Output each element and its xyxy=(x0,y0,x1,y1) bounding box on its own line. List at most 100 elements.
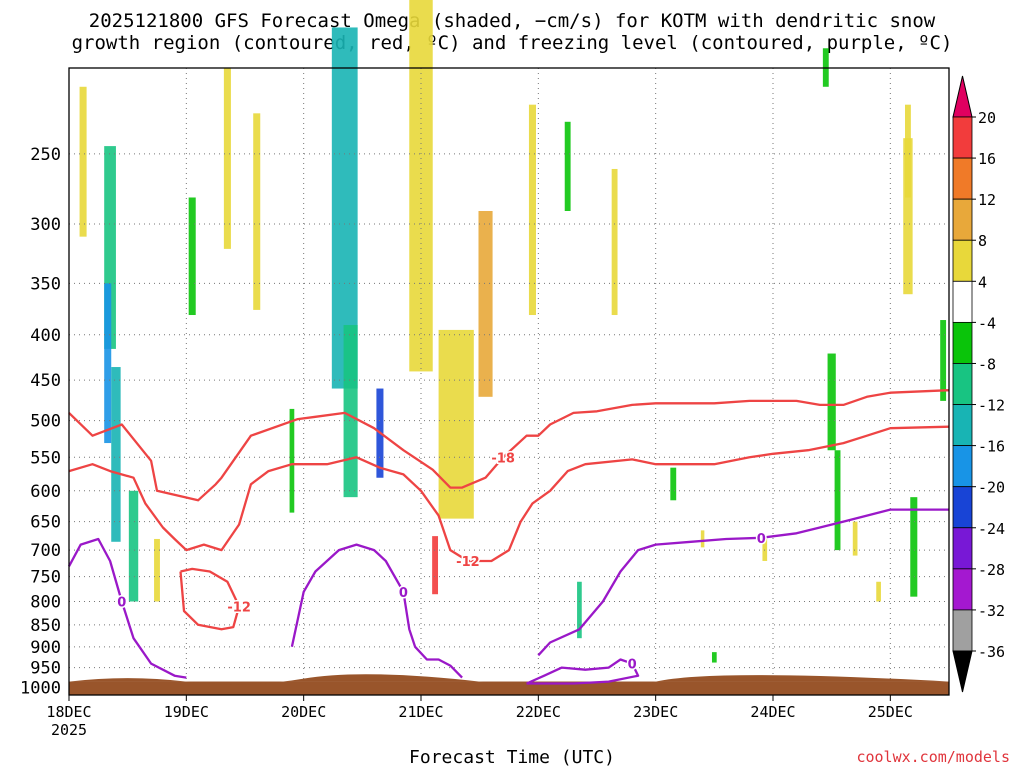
colorbar-bin xyxy=(952,404,973,447)
contour-label: 0 xyxy=(757,532,766,547)
y-tick-label: 750 xyxy=(30,568,61,588)
y-tick-label: 400 xyxy=(30,326,61,346)
omega-cell xyxy=(223,68,231,249)
omega-cell xyxy=(528,104,536,316)
colorbar-bin xyxy=(952,568,973,611)
omega-cell xyxy=(711,652,717,663)
colorbar-bin xyxy=(952,445,973,488)
omega-cell xyxy=(611,168,618,316)
colorbar-bin xyxy=(952,527,973,570)
omega-cell xyxy=(104,283,112,444)
terrain-ground xyxy=(69,681,949,695)
omega-cell xyxy=(700,530,705,548)
y-tick-label: 350 xyxy=(30,274,61,294)
freezing-level-contour xyxy=(290,543,463,679)
x-tick-label: 23DEC xyxy=(633,703,678,721)
colorbar-label: -28 xyxy=(978,561,1005,579)
contour-label: 0 xyxy=(399,586,408,601)
dendritic-contour xyxy=(68,389,950,502)
omega-cell xyxy=(834,450,841,551)
colorbar-label: 16 xyxy=(978,150,996,168)
omega-cell xyxy=(188,197,196,316)
y-tick-label: 700 xyxy=(30,541,61,561)
omega-cell xyxy=(478,210,493,397)
y-tick-label: 800 xyxy=(30,593,61,613)
omega-cell xyxy=(852,521,858,556)
freezing-level-contour xyxy=(67,537,187,679)
x-axis-label: Forecast Time (UTC) xyxy=(409,747,615,768)
omega-cell xyxy=(827,353,836,451)
colorbar-bin xyxy=(952,239,973,282)
y-tick-label: 850 xyxy=(30,616,61,636)
colorbar-bin xyxy=(952,280,973,323)
contour-label: 0 xyxy=(628,658,637,673)
y-tick-label: 650 xyxy=(30,513,61,533)
colorbar-label: -36 xyxy=(978,643,1005,661)
omega-cell xyxy=(940,320,947,401)
colorbar-bin xyxy=(952,116,973,159)
y-tick-label: 250 xyxy=(30,145,61,165)
colorbar-bin xyxy=(952,609,973,652)
y-tick-label: 1000 xyxy=(20,678,61,698)
omega-cell xyxy=(253,113,261,310)
y-tick-label: 450 xyxy=(30,371,61,391)
omega-cell xyxy=(903,138,913,295)
y-tick-label: 500 xyxy=(30,412,61,432)
omega-cell xyxy=(111,367,121,542)
x-tick-label: 21DEC xyxy=(398,703,443,721)
y-tick-label: 550 xyxy=(30,448,61,468)
x-tick-label: 25DEC xyxy=(868,703,913,721)
x-tick-label: 19DEC xyxy=(164,703,209,721)
y-tick-label: 950 xyxy=(30,659,61,679)
omega-cell xyxy=(577,581,582,639)
y-tick-label: 300 xyxy=(30,215,61,235)
omega-cell xyxy=(79,86,87,237)
colorbar-bin xyxy=(952,363,973,405)
omega-cell xyxy=(438,329,474,519)
x-tick-label: 20DEC xyxy=(281,703,326,721)
y-tick-label: 900 xyxy=(30,638,61,658)
colorbar-label: -12 xyxy=(978,397,1005,415)
colorbar-label: -24 xyxy=(978,520,1005,538)
omega-cell xyxy=(670,467,677,501)
colorbar-label: -4 xyxy=(978,314,996,332)
freezing-level-contour xyxy=(537,508,949,657)
colorbar-label: 12 xyxy=(978,191,996,209)
omega-cell xyxy=(154,538,160,602)
colorbar-label: -32 xyxy=(978,602,1005,620)
omega-cell xyxy=(432,536,439,595)
omega-cell xyxy=(104,146,116,349)
freezing-level-contour xyxy=(526,658,640,685)
colorbar-label: -20 xyxy=(978,479,1005,497)
omega-cell xyxy=(128,490,139,602)
x-year-label: 2025 xyxy=(51,721,87,739)
contour-label: -12 xyxy=(456,555,480,570)
colorbar-top-arrow xyxy=(952,75,973,118)
colorbar-bin xyxy=(952,486,973,529)
colorbar-label: -8 xyxy=(978,355,996,373)
site-credit: coolwx.com/models xyxy=(856,748,1010,766)
x-tick-label: 24DEC xyxy=(750,703,795,721)
plot-frame xyxy=(68,67,950,696)
terrain-ridge xyxy=(69,674,949,689)
omega-cell xyxy=(876,581,881,602)
x-tick-label: 22DEC xyxy=(516,703,561,721)
omega-cell xyxy=(910,497,918,597)
omega-cell xyxy=(343,325,358,498)
colorbar-label: -16 xyxy=(978,438,1005,456)
contour-label: -12 xyxy=(227,600,251,615)
colorbar-label: 20 xyxy=(978,109,996,127)
omega-cell xyxy=(409,0,433,372)
omega-cell xyxy=(564,121,571,211)
colorbar-bin xyxy=(952,157,973,200)
colorbar-bin xyxy=(952,198,973,241)
contour-label: -18 xyxy=(491,451,515,466)
chart-title-line-1: 2025121800 GFS Forecast Omega (shaded, −… xyxy=(88,10,936,32)
omega-cell xyxy=(289,408,295,513)
colorbar-label: 8 xyxy=(978,232,987,250)
dendritic-contour xyxy=(179,567,241,631)
colorbar-bin xyxy=(952,321,973,364)
y-tick-label: 600 xyxy=(30,482,61,502)
colorbar-bottom-arrow xyxy=(952,650,973,693)
